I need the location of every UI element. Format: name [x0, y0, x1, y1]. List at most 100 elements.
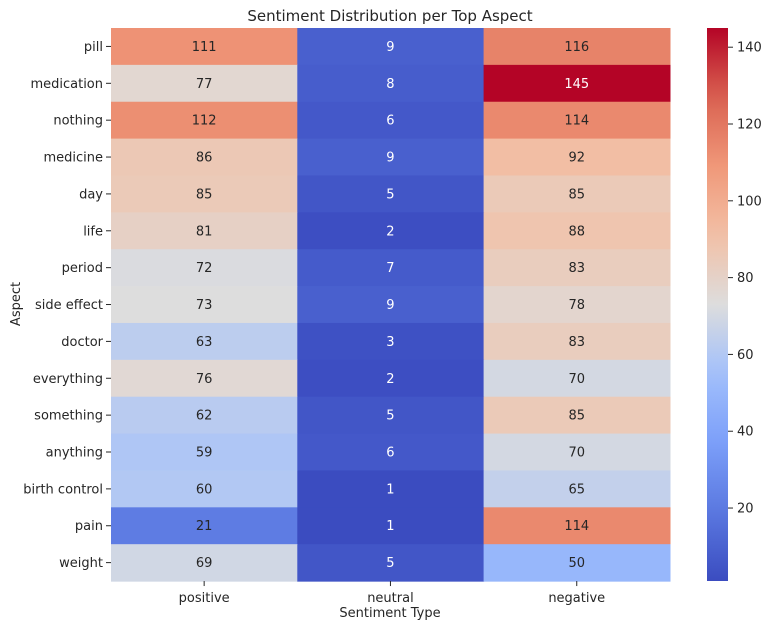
heatmap-cell-weight-neutral	[297, 544, 485, 582]
heatmap-cell-medicine-positive	[111, 138, 298, 177]
cell-value-label: 88	[568, 224, 585, 239]
cell-value-label: 5	[386, 187, 394, 202]
cell-value-label: 3	[386, 335, 394, 350]
cell-value-label: 9	[386, 40, 394, 55]
heatmap-cell-pill-neutral	[297, 28, 485, 66]
cell-value-label: 5	[386, 409, 394, 424]
cell-value-label: 72	[196, 261, 213, 276]
colorbar-tick-label: 40	[737, 425, 754, 440]
y-tick-label: doctor	[61, 335, 103, 350]
heatmap-cell-life-positive	[111, 212, 298, 250]
y-tick-label: pain	[75, 519, 103, 534]
y-tick-label: something	[34, 409, 103, 424]
cell-value-label: 9	[386, 298, 394, 313]
cell-value-label: 9	[386, 151, 394, 166]
heatmap-cell-something-neutral	[297, 396, 485, 435]
colorbar-tick-label: 120	[737, 118, 762, 133]
y-axis-title: Aspect	[9, 282, 24, 326]
heatmap-cell-day-negative	[483, 175, 671, 213]
cell-value-label: 8	[386, 77, 394, 92]
heatmap-cell-medicine-negative	[483, 138, 671, 177]
heatmap-cell-pain-neutral	[297, 507, 485, 545]
heatmap-cell-day-neutral	[297, 175, 485, 213]
cell-value-label: 59	[196, 446, 213, 461]
cell-value-label: 92	[568, 151, 585, 166]
heatmap-cell-medication-positive	[111, 64, 298, 103]
colorbar-ticks: 20 40 60 80 100 120 140	[728, 41, 762, 517]
heatmap-cells	[111, 28, 671, 582]
heatmap-cell-doctor-negative	[483, 322, 671, 361]
cell-value-label: 50	[568, 556, 585, 571]
heatmap-cell-pain-negative	[483, 507, 671, 545]
heatmap-cell-medicine-neutral	[297, 138, 485, 177]
x-tick-label: negative	[548, 591, 605, 606]
cell-value-label: 114	[564, 519, 589, 534]
heatmap-cell-pill-negative	[483, 28, 671, 66]
cell-value-label: 69	[196, 556, 213, 571]
y-tick-label: everything	[33, 372, 103, 387]
x-tick-label: neutral	[367, 591, 414, 606]
heatmap-cell-side-effect-neutral	[297, 286, 485, 324]
heatmap-cell-side-effect-positive	[111, 286, 298, 324]
x-axis-ticks: positive neutral negative	[179, 581, 605, 606]
cell-value-label: 62	[196, 409, 213, 424]
cell-value-label: 2	[386, 224, 394, 239]
cell-value-label: 86	[196, 151, 213, 166]
heatmap-cell-period-negative	[483, 249, 671, 287]
x-axis-title: Sentiment Type	[339, 606, 440, 621]
cell-value-label: 78	[568, 298, 585, 313]
heatmap-cell-weight-negative	[483, 544, 671, 582]
y-tick-label: nothing	[53, 114, 103, 129]
heatmap-cell-birth-control-positive	[111, 470, 298, 508]
cell-value-label: 70	[568, 372, 585, 387]
y-axis-ticks: pill medication nothing medicine day life peri…	[23, 40, 111, 571]
cell-value-label: 6	[386, 114, 394, 129]
heatmap-cell-period-positive	[111, 249, 298, 287]
heatmap-cell-weight-positive	[111, 544, 298, 582]
heatmap-cell-side-effect-negative	[483, 286, 671, 324]
heatmap-cell-medication-neutral	[297, 64, 485, 103]
cell-value-label: 83	[568, 261, 585, 276]
colorbar-tick-label: 60	[737, 348, 754, 363]
x-tick-label: positive	[179, 591, 230, 606]
heatmap-cell-life-neutral	[297, 212, 485, 250]
heatmap-cell-anything-positive	[111, 433, 298, 472]
heatmap-cell-pill-positive	[111, 28, 298, 66]
heatmap-cell-birth-control-neutral	[297, 470, 485, 508]
heatmap-cell-day-positive	[111, 175, 298, 213]
cell-value-label: 70	[568, 446, 585, 461]
cell-value-label: 1	[386, 482, 394, 497]
cell-value-label: 76	[196, 372, 213, 387]
heatmap-cell-everything-positive	[111, 359, 298, 398]
y-tick-label: anything	[46, 446, 103, 461]
y-tick-label: side effect	[35, 298, 103, 313]
cell-value-label: 73	[196, 298, 213, 313]
heatmap-cell-medication-negative	[483, 64, 671, 103]
cell-value-label: 1	[386, 519, 394, 534]
colorbar	[707, 28, 728, 581]
heatmap-cell-something-negative	[483, 396, 671, 435]
chart-title: Sentiment Distribution per Top Aspect	[247, 7, 532, 25]
cell-value-label: 81	[196, 224, 213, 239]
cell-value-label: 7	[386, 261, 394, 276]
cell-value-label: 21	[196, 519, 213, 534]
colorbar-tick-label: 140	[737, 41, 762, 56]
heatmap-cell-something-positive	[111, 396, 298, 435]
heatmap-cell-nothing-negative	[483, 101, 671, 140]
y-tick-label: life	[83, 224, 103, 239]
heatmap-cell-nothing-positive	[111, 101, 298, 140]
heatmap-cell-anything-negative	[483, 433, 671, 472]
y-tick-label: period	[62, 261, 103, 276]
cell-value-label: 60	[196, 482, 213, 497]
cell-value-label: 63	[196, 335, 213, 350]
cell-value-label: 85	[196, 187, 213, 202]
y-tick-label: day	[79, 187, 103, 202]
cell-value-label: 116	[564, 40, 589, 55]
cell-value-label: 5	[386, 556, 394, 571]
heatmap-cell-anything-neutral	[297, 433, 485, 472]
y-tick-label: weight	[59, 556, 103, 571]
cell-value-label: 145	[564, 77, 589, 92]
heatmap-cell-birth-control-negative	[483, 470, 671, 508]
